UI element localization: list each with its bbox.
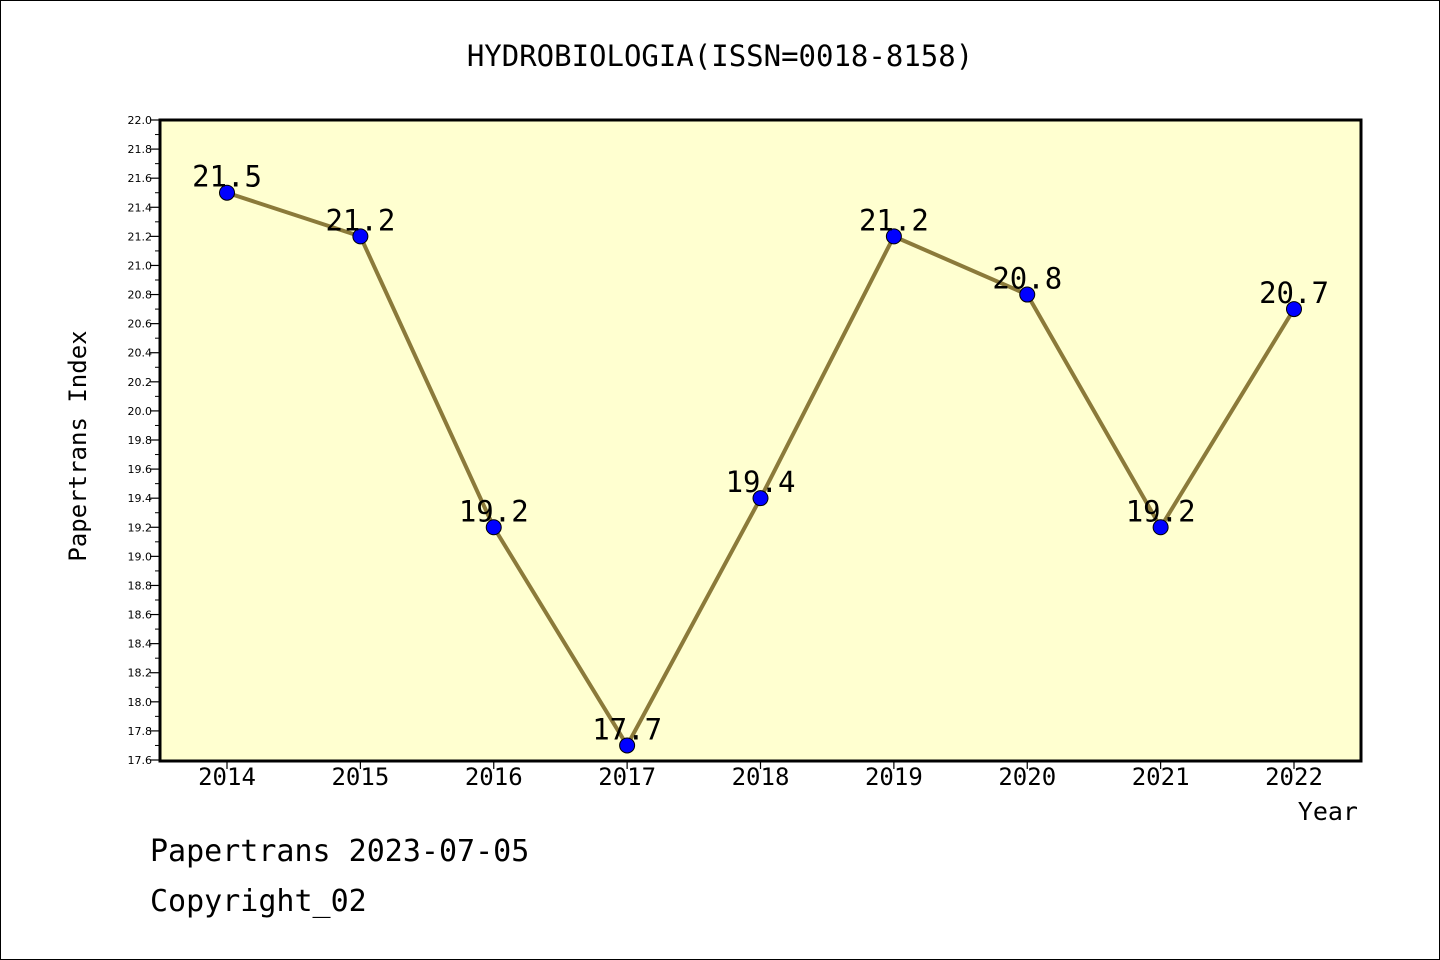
x-axis: 2014 2015 2016 2017 2018 2019 2020 2021 2022 <box>198 761 1323 791</box>
y-tick-label: 18.6 <box>128 609 153 622</box>
x-axis-label: Year <box>1298 797 1358 826</box>
x-tick-label: 2014 <box>198 763 256 791</box>
x-tick-label: 2022 <box>1265 763 1323 791</box>
plot-area <box>158 118 1363 763</box>
y-tick-label: 19.8 <box>128 434 153 447</box>
data-labels: 21.5 21.2 19.2 17.7 19.4 21.2 20.8 19.2 20.7 <box>192 160 1329 747</box>
y-tick-label: 17.8 <box>128 725 153 738</box>
data-point-2018 <box>752 490 769 507</box>
y-tick-label: 21.4 <box>128 201 153 214</box>
y-tick-label: 20.6 <box>128 318 153 331</box>
y-tick-label: 20.2 <box>128 376 153 389</box>
data-point-2015 <box>352 228 369 245</box>
x-tick-label: 2015 <box>331 763 389 791</box>
x-tick-label: 2016 <box>465 763 523 791</box>
y-tick-label: 18.2 <box>128 667 153 680</box>
x-tick-label: 2019 <box>865 763 923 791</box>
data-point-2016 <box>485 519 502 536</box>
y-tick-label: 18.8 <box>128 579 153 592</box>
y-tick-label: 21.2 <box>128 230 153 243</box>
y-tick-label: 19.2 <box>128 521 153 534</box>
x-tick-label: 2021 <box>1132 763 1190 791</box>
series-layer <box>219 184 1302 754</box>
x-tick-label: 2020 <box>998 763 1056 791</box>
y-tick-label: 20.0 <box>128 405 153 418</box>
footer-date: Papertrans 2023-07-05 <box>150 834 530 869</box>
y-axis: 17.6 17.8 18.0 18.2 18.4 18.6 18.8 19.0 19.2 19.4… <box>128 114 160 767</box>
y-tick-label: 18.4 <box>128 638 153 651</box>
chart-title: HYDROBIOLOGIA(ISSN=0018-8158) <box>467 39 973 73</box>
data-point-2021 <box>1152 519 1169 536</box>
x-tick-label: 2017 <box>598 763 656 791</box>
data-point-2017 <box>619 737 636 754</box>
y-tick-label: 22.0 <box>128 114 153 127</box>
y-tick-label: 20.4 <box>128 347 153 360</box>
x-tick-label: 2018 <box>732 763 790 791</box>
data-label-2015: 21.2 <box>325 203 395 237</box>
y-tick-label: 19.0 <box>128 550 153 563</box>
y-tick-label: 21.6 <box>128 172 153 185</box>
data-label-2016: 19.2 <box>459 494 529 528</box>
y-tick-label: 18.0 <box>128 696 153 709</box>
data-point-2020 <box>1019 286 1036 303</box>
data-label-2014: 21.5 <box>192 160 262 194</box>
y-tick-label: 17.6 <box>128 754 153 767</box>
data-label-2017: 17.7 <box>592 712 662 746</box>
data-point-2019 <box>885 228 902 245</box>
y-tick-label: 21.0 <box>128 259 153 272</box>
data-label-2019: 21.2 <box>859 203 929 237</box>
data-label-2022: 20.7 <box>1259 276 1329 310</box>
data-label-2021: 19.2 <box>1126 494 1196 528</box>
y-tick-label: 20.8 <box>128 289 153 302</box>
y-tick-label: 19.4 <box>128 492 153 505</box>
y-tick-label: 21.8 <box>128 143 153 156</box>
footer-copyright: Copyright_02 <box>150 884 367 919</box>
data-label-2020: 20.8 <box>992 262 1062 296</box>
data-label-2018: 19.4 <box>726 465 796 499</box>
y-tick-label: 19.6 <box>128 463 153 476</box>
data-point-2022 <box>1286 301 1302 318</box>
y-axis-label: Papertrans Index <box>64 330 92 561</box>
data-point-2014 <box>219 184 235 201</box>
